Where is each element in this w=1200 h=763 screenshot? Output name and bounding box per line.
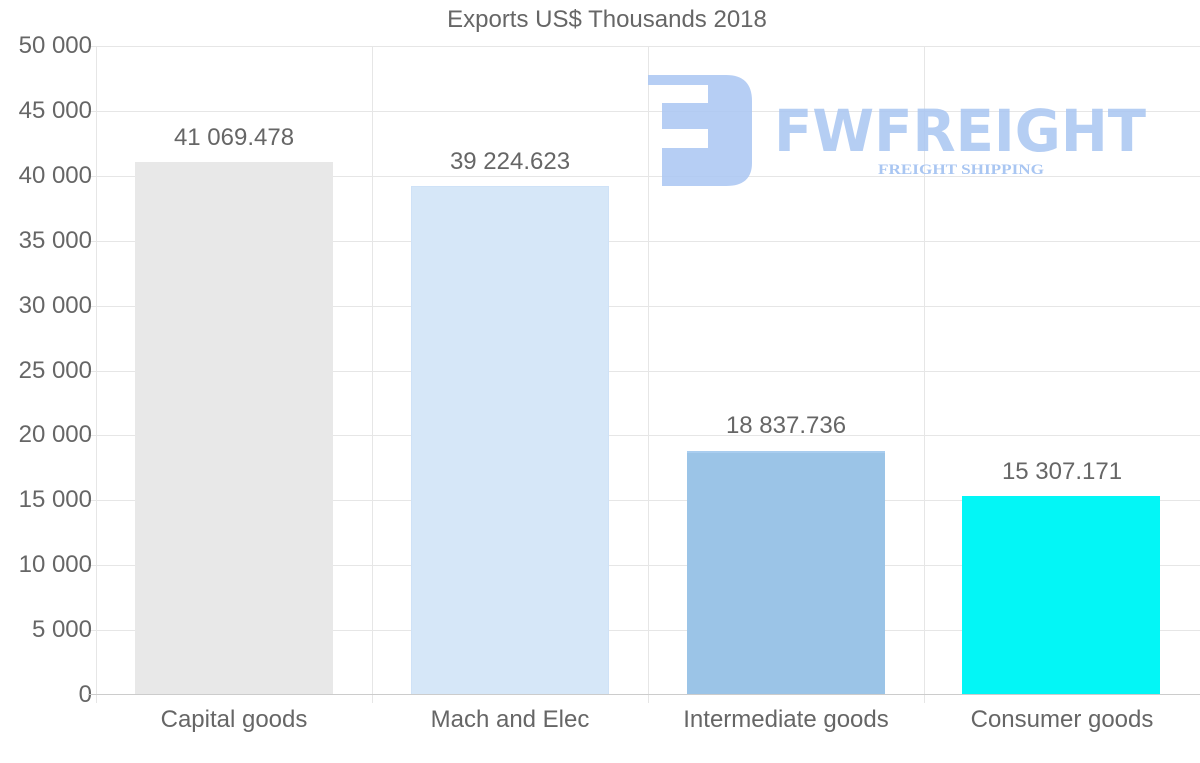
bar-value-label: 15 307.171 bbox=[1001, 458, 1123, 485]
fwfreight-logo-icon: FWFREIGHT FREIGHT SHIPPING bbox=[648, 75, 1146, 186]
bar-value-label: 18 837.736 bbox=[725, 412, 847, 439]
y-tick-label: 5 000 bbox=[31, 616, 92, 644]
watermark-tagline: FREIGHT SHIPPING bbox=[878, 162, 1044, 178]
bar-value-label: 41 069.478 bbox=[173, 124, 295, 151]
y-tick-label: 25 000 bbox=[18, 356, 92, 384]
bar-capital-goods[interactable] bbox=[135, 161, 333, 695]
gridline bbox=[88, 500, 1200, 502]
gridline-vertical bbox=[924, 46, 925, 703]
gridline bbox=[88, 435, 1200, 437]
y-tick-label: 30 000 bbox=[18, 291, 92, 319]
x-tick-label: Capital goods bbox=[160, 706, 308, 733]
y-tick-label: 10 000 bbox=[18, 551, 92, 579]
plot-area: 50 000 45 000 40 000 35 000 30 000 25 00… bbox=[19, 32, 1200, 733]
bar-intermediate-goods[interactable] bbox=[687, 450, 885, 695]
chart-title: Exports US$ Thousands 2018 bbox=[447, 6, 767, 33]
gridline bbox=[88, 175, 1200, 177]
y-tick-label: 45 000 bbox=[18, 96, 92, 124]
gridline bbox=[88, 305, 1200, 307]
x-tick-label: Mach and Elec bbox=[430, 706, 590, 733]
gridline bbox=[88, 110, 1200, 112]
bar-value-label: 39 224.623 bbox=[449, 148, 571, 175]
x-tick-label: Intermediate goods bbox=[683, 706, 889, 733]
y-tick-label: 20 000 bbox=[18, 421, 92, 449]
x-axis-line bbox=[88, 694, 1200, 695]
gridline bbox=[88, 565, 1200, 567]
gridline bbox=[88, 240, 1200, 242]
bar-consumer-goods[interactable] bbox=[962, 496, 1160, 695]
bar-mach-and-elec[interactable] bbox=[411, 185, 609, 695]
y-tick-label: 0 bbox=[78, 681, 92, 708]
y-tick-label: 50 000 bbox=[18, 32, 92, 59]
gridline-vertical bbox=[648, 46, 649, 703]
gridline bbox=[88, 46, 1200, 47]
gridline bbox=[88, 370, 1200, 372]
y-tick-label: 35 000 bbox=[18, 226, 92, 254]
gridline bbox=[88, 630, 1200, 632]
watermark-brand: FWFREIGHT bbox=[774, 97, 1146, 165]
x-tick-label: Consumer goods bbox=[970, 706, 1154, 733]
gridline-vertical bbox=[372, 46, 373, 703]
y-tick-label: 15 000 bbox=[18, 486, 92, 514]
y-tick-label: 40 000 bbox=[18, 161, 92, 189]
gridline-vertical bbox=[96, 46, 97, 703]
